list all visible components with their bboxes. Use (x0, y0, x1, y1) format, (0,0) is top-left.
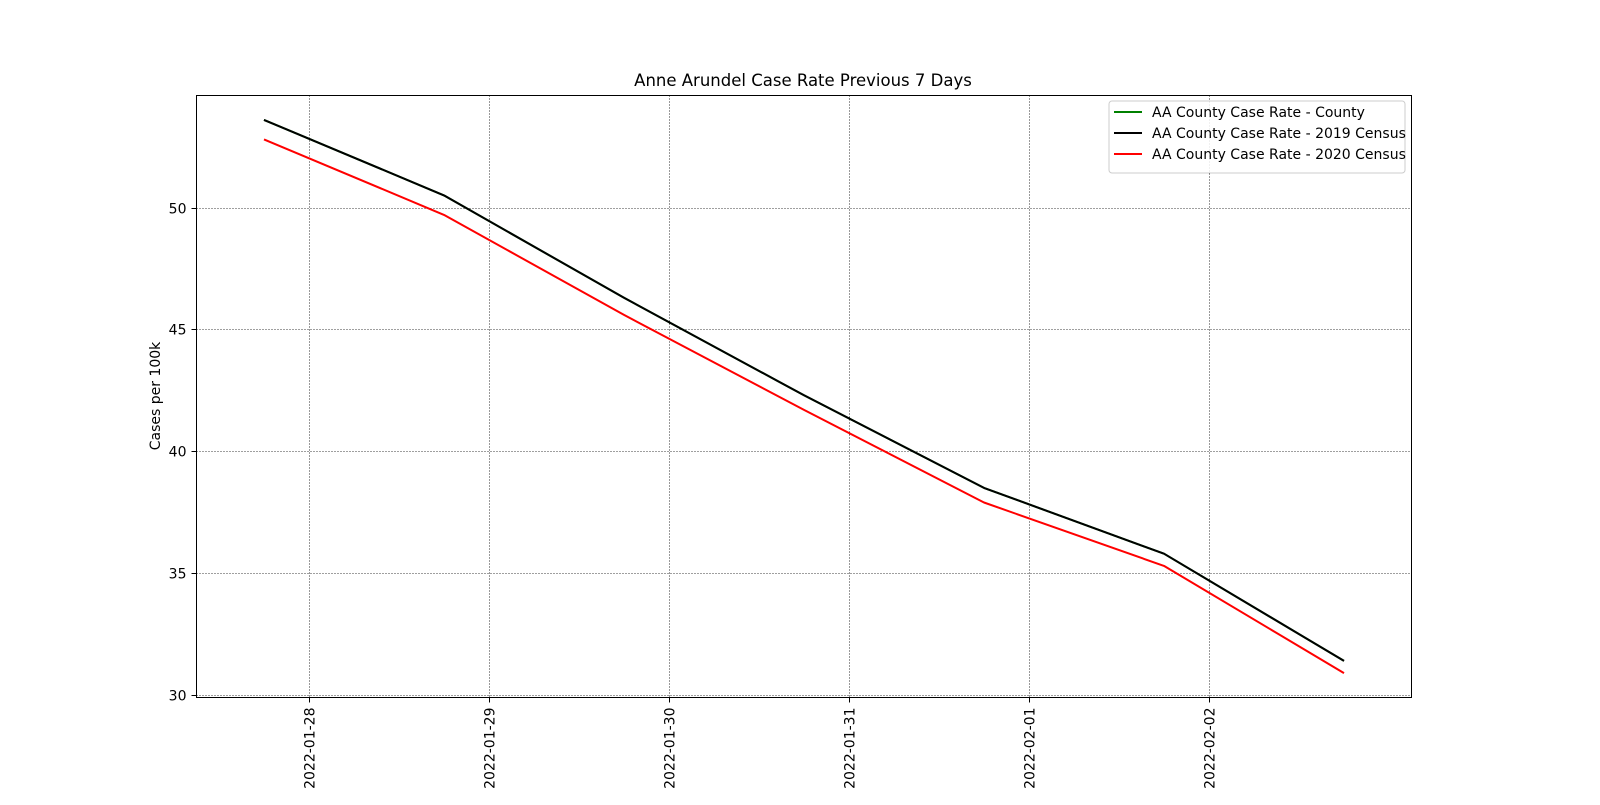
axis-ticks: 30 35 40 45 50 2022-01-28 2022-01-29 2022-01-30… (169, 202, 1219, 789)
y-tick-label: 35 (169, 567, 187, 583)
legend-entry-label: AA County Case Rate - County (1152, 105, 1365, 121)
x-tick-label: 2022-01-28 (303, 708, 319, 789)
series-lines (263, 118, 1345, 674)
x-tick-label: 2022-01-30 (663, 708, 679, 789)
plot-frame (196, 95, 1412, 698)
y-axis-label: Cases per 100k (148, 341, 164, 450)
legend-entry-label: AA County Case Rate - 2019 Census (1152, 126, 1406, 142)
grid-lines (196, 95, 1412, 698)
x-tick-label: 2022-01-31 (843, 708, 859, 789)
y-tick-label: 45 (169, 323, 187, 339)
x-tick-label: 2022-01-29 (483, 708, 499, 789)
legend-entry-label: AA County Case Rate - 2020 Census (1152, 147, 1406, 163)
y-tick-label: 30 (169, 689, 187, 705)
series-line-2 (263, 138, 1345, 674)
y-tick-label: 50 (169, 202, 187, 218)
chart-title: Anne Arundel Case Rate Previous 7 Days (634, 71, 972, 90)
series-line-1 (263, 118, 1345, 662)
x-tick-label: 2022-02-02 (1203, 708, 1219, 789)
legend: AA County Case Rate - County AA County Ca… (1108, 100, 1406, 174)
y-tick-label: 40 (169, 445, 187, 461)
x-tick-label: 2022-02-01 (1023, 708, 1039, 789)
legend-box (1108, 100, 1406, 174)
series-line-0 (263, 118, 1345, 662)
